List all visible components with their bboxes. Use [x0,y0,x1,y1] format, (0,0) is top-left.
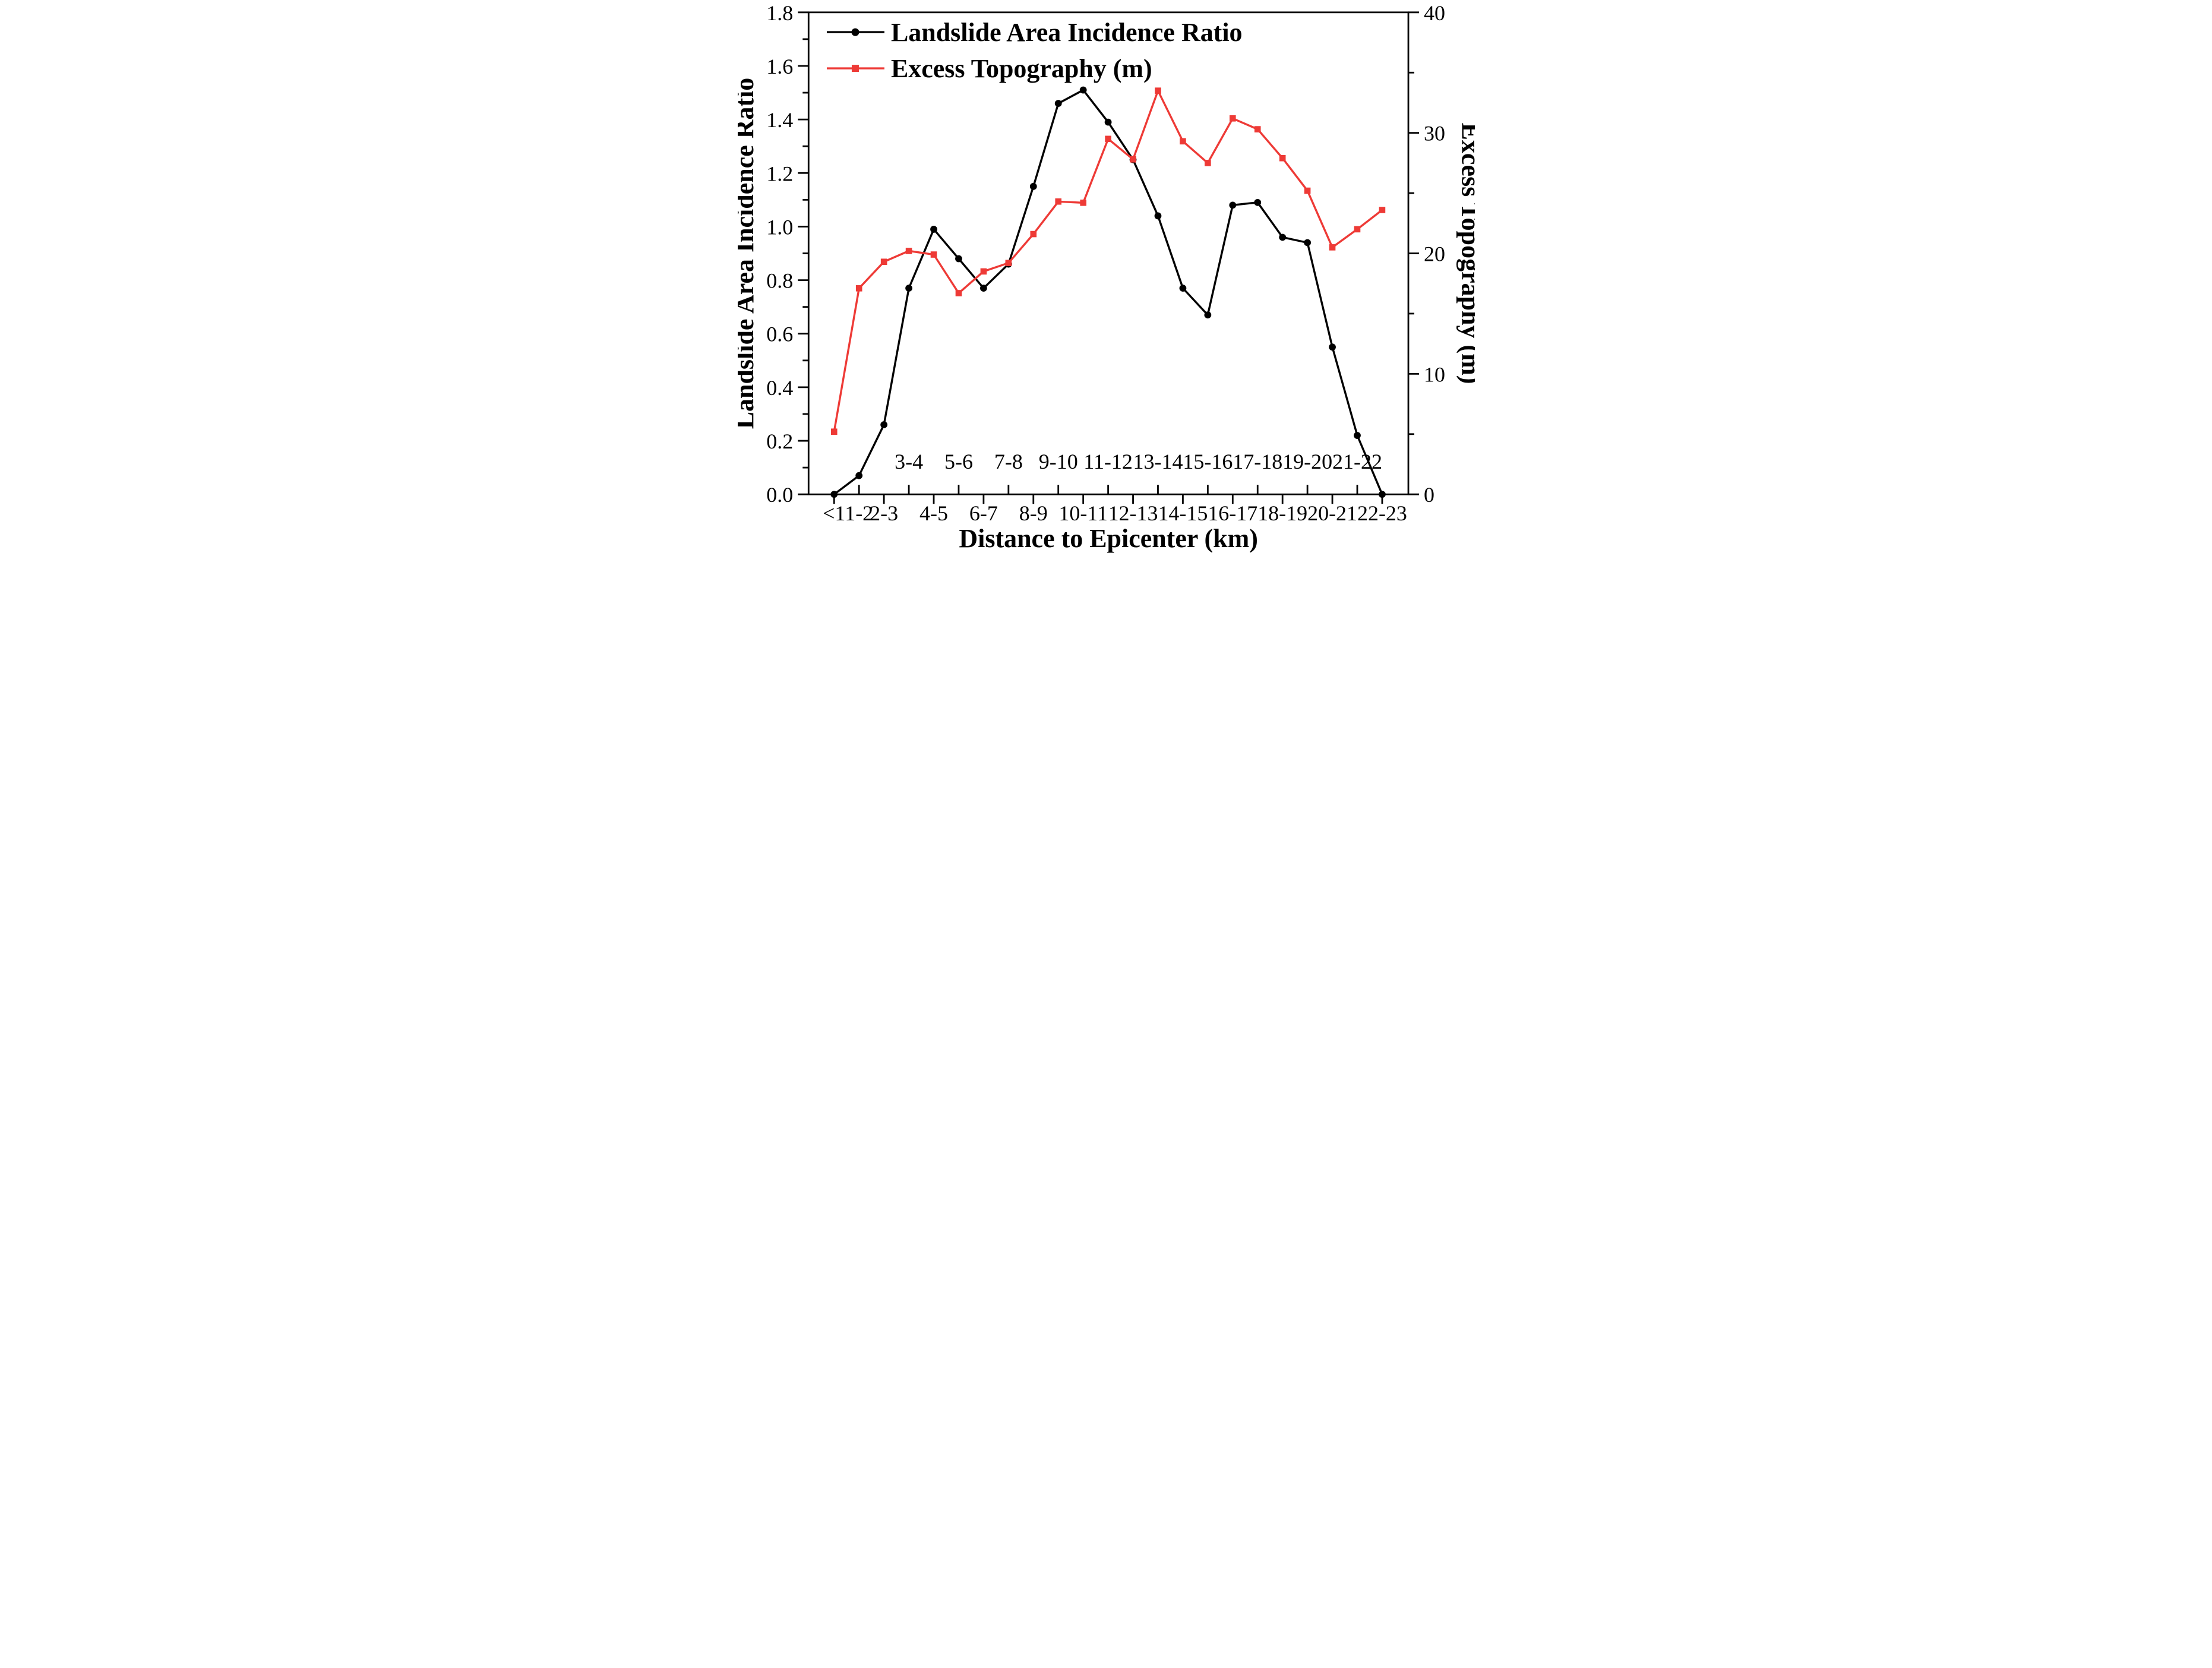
x-axis: <11-22-3 3-4 4-5 5-6 6-7 7-8 8-9 9-10 10-11 11-12… [823,450,1407,525]
data-point-circle [1054,100,1062,107]
x-category-label-bottom: 20-21 [1307,501,1357,525]
left-tick-label: 0.8 [766,269,793,293]
data-point-square [1104,135,1111,143]
x-category-label-inner: 15-16 [1183,450,1233,473]
x-category-label-inner: 7-8 [994,450,1022,473]
x-category-label-bottom: 6-7 [969,501,997,525]
data-point-square [1054,198,1061,205]
left-tick-label: 0.2 [766,429,793,453]
data-point-square [1129,156,1136,163]
data-point-circle [955,255,962,263]
x-category-label-bottom: 4-5 [919,501,948,525]
series-line [833,89,1383,495]
data-point-circle [1203,311,1211,319]
x-category-label-bottom: <1 [823,501,845,525]
right-y-axis-title: Excess Topography (m) [1456,123,1474,384]
left-y-axis-title: Landslide Area Incidence Ratio [738,78,759,429]
x-category-label-inner: 19-20 [1282,450,1332,473]
data-point-square [980,268,987,275]
legend-label: Excess Topography (m) [890,54,1152,83]
left-tick-label: 0.4 [766,376,793,400]
x-category-label-inner: 9-10 [1038,450,1077,473]
data-point-square [1029,230,1037,238]
data-point-square [1279,154,1285,162]
data-point-circle [1278,233,1286,241]
legend-circle-marker-icon [851,28,859,36]
right-tick-label: 10 [1424,362,1445,386]
legend: Landslide Area Incidence Ratio Excess Top… [826,18,1242,83]
data-point-square [905,248,912,254]
data-point-square [1304,187,1310,194]
x-category-label-bottom: 16-17 [1208,501,1257,525]
left-tick-label: 1.6 [766,55,793,78]
series-landslide-ratio [830,86,1386,498]
data-point-circle [1029,182,1037,190]
data-point-circle [1154,212,1161,220]
data-point-circle [830,491,838,498]
x-category-label-bottom: 12-13 [1108,501,1158,525]
data-point-circle [979,285,987,292]
right-tick-label: 20 [1424,242,1445,266]
x-category-label-bottom: 1-2 [845,501,873,525]
x-category-label-bottom: 14-15 [1158,501,1208,525]
data-point-square [880,258,887,266]
x-category-label-inner: 5-6 [944,450,972,473]
data-point-square [930,251,937,258]
left-axis: 0.0 0.2 0.4 0.6 0.8 1.0 1.2 1.4 1.6 1.8 [766,1,808,507]
right-axis: 0 10 20 30 40 [1408,1,1445,507]
left-tick-label: 0.0 [766,483,793,507]
data-point-square [1354,226,1360,233]
data-point-square [955,290,962,296]
left-tick-label: 0.6 [766,323,793,346]
data-point-circle [1378,491,1386,498]
data-point-square [1329,244,1335,251]
data-point-square [1079,200,1086,206]
data-point-circle [1303,239,1311,247]
x-category-label-bottom: 2-3 [870,501,898,525]
legend-square-marker-icon [851,65,859,72]
data-point-square [1229,115,1236,122]
right-tick-label: 40 [1424,1,1445,25]
left-tick-label: 1.4 [766,108,793,132]
data-point-circle [1328,343,1336,351]
data-point-circle [1104,118,1111,126]
data-point-square [1254,126,1261,132]
data-point-circle [855,472,862,479]
data-point-square [1379,207,1385,213]
x-category-label-inner: 17-18 [1233,450,1282,473]
data-point-square [855,285,862,292]
data-point-circle [930,226,937,233]
right-tick-label: 30 [1424,122,1445,146]
data-point-circle [1079,86,1087,94]
x-category-label-inner: 11-12 [1083,450,1133,473]
left-tick-label: 1.2 [766,162,793,185]
data-point-circle [905,285,912,292]
x-category-label-bottom: 22-23 [1357,501,1407,525]
x-category-label-bottom: 18-19 [1257,501,1307,525]
data-point-circle [1353,432,1361,439]
x-category-label-inner: 3-4 [895,450,923,473]
plot-frame [807,11,1409,495]
data-point-square [1154,87,1161,94]
legend-label: Landslide Area Incidence Ratio [890,18,1242,47]
data-point-circle [1253,198,1261,206]
x-category-label-bottom: 8-9 [1019,501,1047,525]
data-point-square [830,428,838,435]
x-category-label-inner: 13-14 [1133,450,1183,473]
dual-axis-line-chart: 0.0 0.2 0.4 0.6 0.8 1.0 1.2 1.4 1.6 1.8 0 10 20 30 40 <… [737,0,1475,556]
x-category-label-inner: 21-22 [1332,450,1382,473]
left-tick-label: 1.0 [766,215,793,239]
data-point-circle [880,421,887,428]
data-point-circle [1179,285,1186,292]
left-tick-label: 1.8 [766,1,793,25]
line-chart-svg: 0.0 0.2 0.4 0.6 0.8 1.0 1.2 1.4 1.6 1.8 0 10 20 30 40 <… [738,1,1475,553]
data-point-square [1179,138,1186,145]
right-tick-label: 0 [1424,483,1434,507]
x-category-label-bottom: 10-11 [1058,501,1108,525]
data-point-square [1204,160,1211,166]
series-excess-topography [830,87,1385,435]
data-point-square [1005,260,1012,267]
x-axis-title: Distance to Epicenter (km) [959,524,1258,553]
data-point-circle [1228,201,1236,209]
